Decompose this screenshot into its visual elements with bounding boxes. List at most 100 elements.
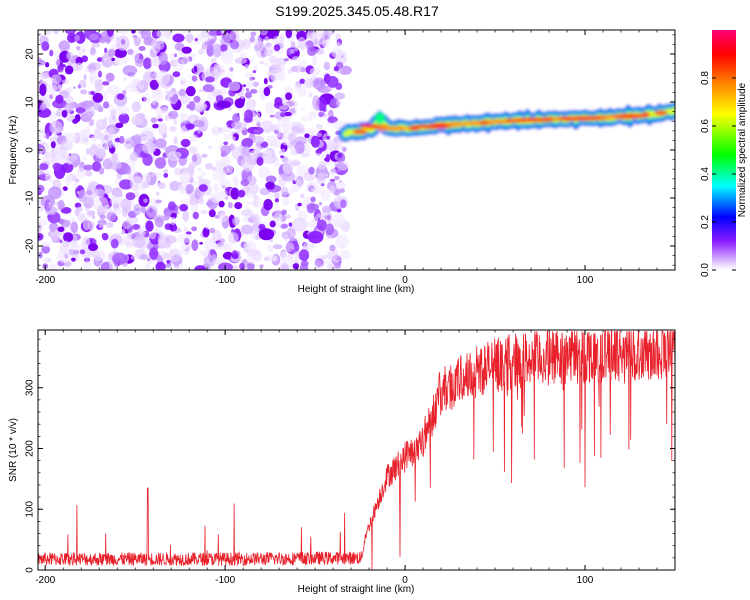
- noise-blob: [332, 172, 336, 177]
- noise-blob: [41, 241, 52, 247]
- noise-blob: [326, 76, 339, 88]
- snr-ytick-label: 200: [25, 440, 36, 457]
- noise-blob: [252, 81, 260, 88]
- noise-blob: [74, 34, 80, 42]
- noise-blob: [223, 141, 229, 146]
- noise-blob: [249, 230, 256, 240]
- noise-blob: [149, 232, 157, 240]
- noise-blob: [150, 117, 158, 123]
- colorbar-label: Normalized spectral amplitude: [737, 82, 748, 217]
- noise-blob: [179, 204, 189, 212]
- noise-blob: [316, 172, 326, 185]
- noise-blob: [258, 223, 266, 230]
- noise-blob: [124, 238, 134, 248]
- noise-blob: [295, 207, 300, 211]
- noise-blob: [174, 262, 180, 268]
- noise-blob: [86, 210, 93, 218]
- noise-blob: [250, 31, 257, 37]
- noise-blob: [112, 141, 120, 149]
- noise-blob: [53, 30, 59, 35]
- noise-blob: [59, 40, 71, 53]
- noise-blob: [151, 100, 157, 106]
- noise-blob: [104, 134, 109, 141]
- noise-blob: [182, 210, 189, 222]
- noise-blob: [140, 206, 146, 214]
- noise-blob: [83, 126, 91, 139]
- noise-blob: [291, 56, 301, 62]
- noise-blob: [72, 176, 77, 182]
- noise-blob: [152, 123, 160, 129]
- noise-blob: [299, 263, 309, 270]
- noise-blob: [242, 84, 247, 87]
- noise-blob: [287, 188, 293, 196]
- noise-blob: [92, 92, 104, 103]
- snr-xlabel: Height of straight line (km): [298, 584, 415, 595]
- noise-blob: [314, 260, 322, 268]
- noise-blob: [82, 83, 87, 89]
- noise-blob: [247, 250, 257, 264]
- noise-blob: [142, 173, 152, 184]
- noise-blob: [104, 47, 108, 54]
- noise-blob: [43, 151, 51, 158]
- noise-blob: [212, 257, 218, 265]
- noise-blob: [130, 176, 145, 191]
- noise-blob: [172, 58, 185, 72]
- noise-blob: [240, 94, 245, 100]
- spectrogram-ytick-label: -10: [25, 190, 36, 205]
- noise-blob: [246, 201, 252, 205]
- noise-blob: [317, 85, 332, 94]
- noise-blob: [142, 71, 154, 85]
- noise-blob: [179, 95, 191, 104]
- noise-blob: [264, 101, 275, 114]
- noise-blob: [321, 255, 328, 260]
- noise-blob: [165, 94, 169, 101]
- noise-blob: [157, 118, 163, 122]
- signal-hotspot: [612, 113, 650, 119]
- noise-blob: [186, 104, 190, 109]
- spectrogram-image: [38, 30, 675, 270]
- noise-blob: [130, 78, 142, 86]
- noise-blob: [97, 143, 104, 150]
- noise-blob: [122, 219, 132, 230]
- noise-blob: [92, 248, 105, 262]
- noise-blob: [216, 241, 225, 250]
- snr-xtick-label: 0: [402, 575, 408, 586]
- signal-hotspot: [445, 122, 468, 127]
- noise-blob: [168, 248, 182, 263]
- noise-blob: [234, 57, 248, 64]
- noise-blob: [89, 69, 98, 82]
- noise-blob: [227, 232, 239, 244]
- noise-blob: [68, 248, 76, 256]
- noise-blob: [299, 78, 306, 84]
- noise-blob: [79, 249, 86, 255]
- noise-blob: [102, 158, 113, 170]
- noise-blob: [221, 155, 231, 167]
- noise-blob: [324, 172, 329, 177]
- noise-blob: [173, 151, 182, 158]
- noise-blob: [307, 111, 318, 119]
- noise-blob: [106, 221, 114, 229]
- noise-blob: [288, 222, 293, 227]
- noise-blob: [157, 122, 168, 136]
- noise-blob: [317, 161, 327, 170]
- noise-blob: [112, 252, 128, 265]
- noise-blob: [139, 253, 148, 261]
- noise-blob: [334, 92, 346, 100]
- noise-blob: [49, 211, 55, 214]
- noise-blob: [38, 31, 42, 38]
- noise-blob: [118, 193, 123, 198]
- noise-blob: [149, 207, 153, 214]
- noise-blob: [221, 50, 234, 65]
- noise-blob: [337, 167, 341, 172]
- noise-blob: [242, 146, 251, 157]
- noise-blob: [275, 57, 287, 67]
- noise-blob: [67, 160, 73, 165]
- noise-blob: [325, 154, 331, 163]
- noise-blob: [253, 147, 262, 154]
- noise-blob: [183, 225, 188, 232]
- noise-blob: [336, 99, 342, 107]
- noise-blob: [285, 242, 295, 253]
- noise-blob: [335, 82, 343, 90]
- noise-blob: [282, 159, 294, 175]
